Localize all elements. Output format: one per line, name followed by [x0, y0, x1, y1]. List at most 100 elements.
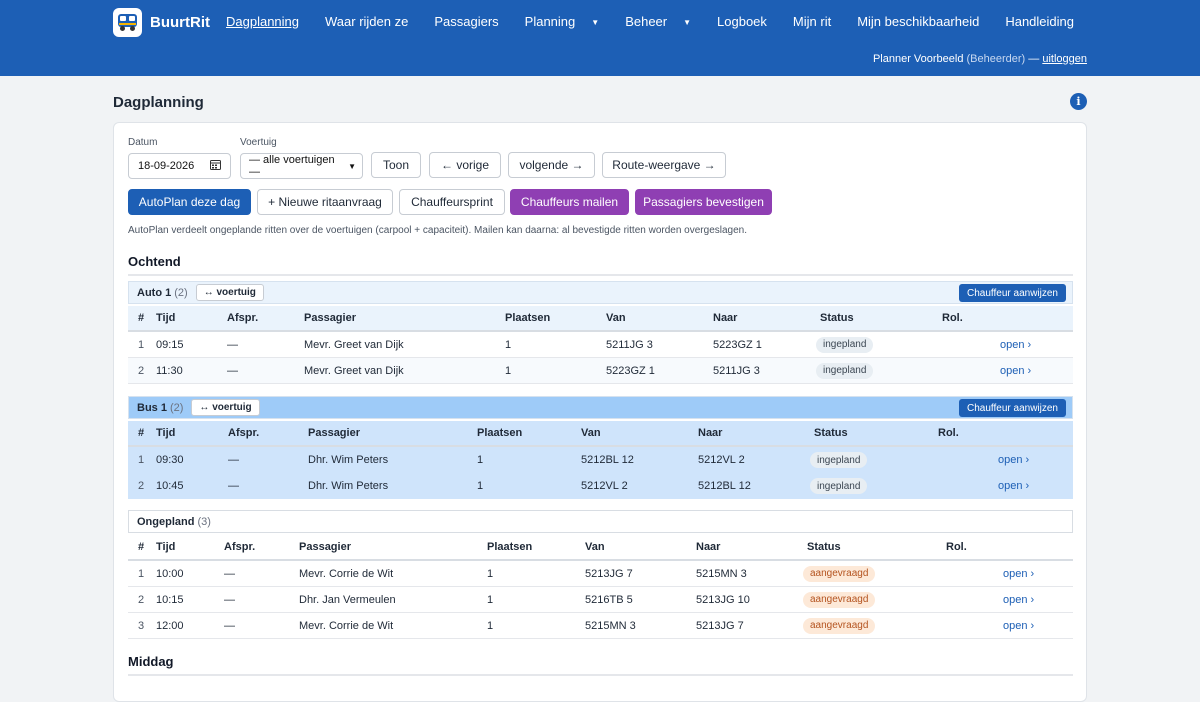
info-icon[interactable]: i: [1070, 93, 1087, 110]
vehicle-name: Bus 1: [137, 401, 167, 414]
nav-item-mijn-rit[interactable]: Mijn rit: [793, 14, 844, 29]
cell-passenger: Mevr. Corrie de Wit: [299, 619, 394, 632]
change-vehicle-button[interactable]: ↔ voertuig: [195, 284, 264, 301]
cell-from: 5223GZ 1: [606, 364, 655, 377]
open-ride-link[interactable]: open ›: [1000, 364, 1032, 377]
open-ride-link[interactable]: open ›: [1003, 593, 1035, 606]
open-ride-link[interactable]: open ›: [998, 454, 1030, 466]
vehicle-select[interactable]: — alle voertuigen — ▼: [240, 153, 363, 179]
nav-item-label: Logboek: [717, 14, 767, 29]
page-title: Dagplanning: [113, 94, 204, 111]
autoplan-button[interactable]: AutoPlan deze dag: [128, 189, 251, 215]
cell-from: 5212BL 12: [581, 454, 634, 466]
planning-card: Datum 18-09-2026 Voertuig — alle voertui…: [113, 122, 1087, 702]
confirm-passengers-button[interactable]: Passagiers bevestigen: [635, 189, 772, 215]
assign-driver-button[interactable]: Chauffeur aanwijzen: [959, 284, 1066, 302]
vehicle-label: Voertuig: [240, 137, 277, 148]
rides-table: # Tijd Afspr. Passagier Plaatsen Van Naar Statu…: [128, 535, 1073, 639]
next-day-button[interactable]: volgende →: [508, 152, 595, 178]
column-header: Naar: [696, 541, 721, 553]
column-header: #: [138, 312, 145, 324]
nav-item-label: Planning: [524, 14, 576, 29]
column-header: #: [138, 427, 145, 439]
column-header: Rol.: [938, 427, 959, 439]
column-header: Afspr.: [227, 312, 259, 324]
previous-day-button[interactable]: ← vorige: [429, 152, 501, 178]
cell-appt: —: [227, 338, 238, 351]
column-header: Status: [820, 312, 854, 324]
cell-to: 5215MN 3: [696, 567, 747, 580]
change-vehicle-button[interactable]: ↔ voertuig: [191, 399, 260, 416]
cell-time: 09:30: [156, 454, 184, 466]
cell-n: 2: [138, 364, 145, 377]
cell-time: 10:00: [156, 567, 184, 580]
column-header: Van: [585, 541, 605, 553]
open-ride-link[interactable]: open ›: [998, 480, 1030, 492]
route-view-button[interactable]: Route-weergave →: [602, 152, 726, 178]
nav-item-dagplanning[interactable]: Dagplanning: [226, 14, 312, 29]
mail-drivers-button[interactable]: Chauffeurs mailen: [510, 189, 629, 215]
vehicle-name: Auto 1: [137, 286, 172, 299]
caret-down-icon: ▼: [683, 18, 692, 27]
date-input[interactable]: 18-09-2026: [128, 153, 231, 179]
assign-driver-button[interactable]: Chauffeur aanwijzen: [959, 399, 1066, 417]
vehicle-group-header: Bus 1 (2) ↔ voertuig Chauffeur aanwijzen: [128, 396, 1073, 419]
rides-table: # Tijd Afspr. Passagier Plaatsen Van Naar Statu…: [128, 421, 1073, 499]
vehicle-group-header: Auto 1 (2) ↔ voertuig Chauffeur aanwijzen: [128, 281, 1073, 304]
brand[interactable]: BuurtRit: [113, 8, 210, 37]
column-header: Plaatsen: [487, 541, 533, 553]
cell-from: 5213JG 7: [585, 567, 633, 580]
nav-item-passagiers[interactable]: Passagiers: [434, 14, 511, 29]
cell-n: 3: [138, 619, 145, 632]
nav-item-beheer[interactable]: Beheer ▼: [625, 14, 704, 29]
open-ride-link[interactable]: open ›: [1003, 567, 1035, 580]
nav-item-logboek[interactable]: Logboek: [717, 14, 780, 29]
top-navigation-bar: BuurtRit Dagplanning Waar rijden ze Passag…: [0, 0, 1200, 76]
cell-seats: 1: [505, 364, 512, 377]
column-header: Afspr.: [228, 427, 260, 439]
status-cell: aangevraagd: [803, 613, 876, 638]
user-role: (Beheerder): [966, 53, 1026, 65]
nav-item-planning[interactable]: Planning ▼: [525, 14, 613, 29]
date-filter: Datum 18-09-2026: [128, 137, 231, 179]
cell-to: 5213JG 7: [696, 619, 744, 632]
nav-item-waar-rijden-ze[interactable]: Waar rijden ze: [325, 14, 421, 29]
user-separator: —: [1028, 53, 1040, 65]
new-ride-request-button[interactable]: + Nieuwe ritaanvraag: [257, 189, 393, 215]
show-button[interactable]: Toon: [371, 152, 421, 178]
chevron-down-icon: ▼: [348, 161, 356, 171]
status-cell: ingepland: [816, 358, 874, 383]
calendar-icon[interactable]: [210, 159, 221, 173]
cell-passenger: Mevr. Greet van Dijk: [304, 338, 404, 351]
column-header: Plaatsen: [477, 427, 523, 439]
table-row: 1 09:30 — Dhr. Wim Peters 1 5212BL 12 5212VL 2…: [128, 447, 1073, 473]
cell-passenger: Mevr. Corrie de Wit: [299, 567, 394, 580]
driver-print-button[interactable]: Chauffeursprint: [399, 189, 505, 215]
status-cell: aangevraagd: [803, 561, 876, 586]
ride-count: (2): [169, 401, 184, 414]
open-ride-link[interactable]: open ›: [1003, 619, 1035, 632]
ride-count: (3): [197, 515, 211, 528]
cell-passenger: Dhr. Jan Vermeulen: [299, 593, 396, 606]
table-row: 2 10:15 — Dhr. Jan Vermeulen 1 5216TB 5 5213JG…: [128, 587, 1073, 613]
column-header: Naar: [698, 427, 723, 439]
cell-seats: 1: [477, 454, 484, 466]
table-row: 1 09:15 — Mevr. Greet van Dijk 1 5211JG 3 5223…: [128, 332, 1073, 358]
nav-item-label: Beheer: [625, 14, 668, 29]
column-header: Tijd: [156, 541, 176, 553]
cell-to: 5211JG 3: [713, 364, 760, 377]
vehicle-filter: Voertuig — alle voertuigen — ▼: [240, 137, 363, 179]
cell-passenger: Dhr. Wim Peters: [308, 454, 389, 466]
column-header: Afspr.: [224, 541, 256, 553]
logout-link[interactable]: uitloggen: [1042, 53, 1087, 65]
user-name: Planner Voorbeeld: [872, 53, 964, 65]
column-header: Rol.: [946, 541, 967, 553]
rides-table: # Tijd Afspr. Passagier Plaatsen Van Naar Statu…: [128, 306, 1073, 384]
nav-item-handleiding[interactable]: Handleiding: [1005, 14, 1087, 29]
nav-item-mijn-beschikbaarheid[interactable]: Mijn beschikbaarheid: [857, 14, 992, 29]
status-cell: aangevraagd: [803, 587, 876, 612]
cell-from: 5211JG 3: [606, 338, 653, 351]
status-badge: ingepland: [810, 452, 868, 468]
open-ride-link[interactable]: open ›: [1000, 338, 1032, 351]
cell-to: 5223GZ 1: [713, 338, 762, 351]
